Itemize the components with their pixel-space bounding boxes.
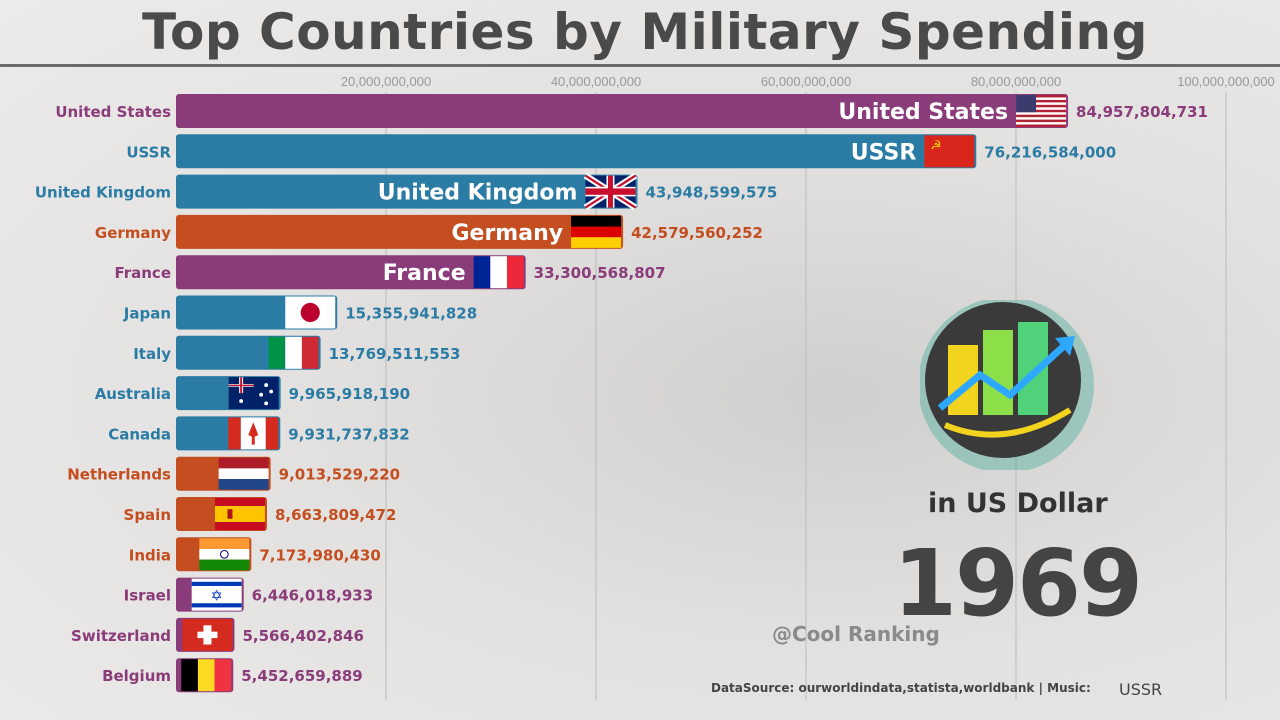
bar-inner-label: United Kingdom bbox=[378, 181, 578, 206]
x-tick-label: 40,000,000,000 bbox=[551, 74, 641, 89]
category-label: Belgium bbox=[102, 667, 171, 685]
category-label: Canada bbox=[108, 425, 171, 443]
bar-row: United Kingdom United Kingdom 43,948,599,5… bbox=[35, 174, 777, 209]
category-label: Switzerland bbox=[71, 627, 171, 645]
category-label: United Kingdom bbox=[35, 184, 171, 202]
value-label: 5,566,402,846 bbox=[242, 627, 363, 645]
svg-text:☭: ☭ bbox=[930, 139, 941, 154]
category-label: Spain bbox=[124, 506, 171, 524]
value-label: 43,948,599,575 bbox=[645, 184, 777, 202]
bar-row: France France 33,300,568,807 bbox=[114, 255, 666, 290]
flag-icon-es bbox=[214, 498, 265, 530]
value-label: 76,216,584,000 bbox=[984, 143, 1116, 161]
x-tick-label: 80,000,000,000 bbox=[971, 74, 1061, 89]
value-label: 9,965,918,190 bbox=[289, 385, 410, 403]
category-label: United States bbox=[55, 103, 171, 121]
flag-icon-uk bbox=[583, 172, 638, 211]
flag-icon-ch bbox=[182, 618, 233, 651]
music-credit: USSR bbox=[1119, 680, 1163, 699]
value-label: 84,957,804,731 bbox=[1076, 103, 1208, 121]
bar bbox=[176, 94, 1069, 128]
value-label: 8,663,809,472 bbox=[275, 506, 396, 524]
category-label: Israel bbox=[124, 587, 171, 605]
bar bbox=[176, 255, 526, 290]
bar-inner-label: USSR bbox=[851, 140, 917, 165]
value-label: 6,446,018,933 bbox=[252, 587, 373, 605]
flag-icon-fr bbox=[473, 256, 524, 289]
flag-icon-de bbox=[571, 215, 622, 248]
category-label: Italy bbox=[133, 345, 171, 363]
value-label: 5,452,659,889 bbox=[241, 667, 362, 685]
value-label: 13,769,511,553 bbox=[329, 345, 461, 363]
value-label: 33,300,568,807 bbox=[534, 264, 666, 282]
flag-icon-au bbox=[228, 377, 279, 410]
category-label: Australia bbox=[95, 385, 171, 403]
bar-row: United States United States 84,957,804,731 bbox=[55, 94, 1208, 128]
data-source: DataSource: ourworldindata,statista,worl… bbox=[711, 681, 1091, 695]
value-label: 9,013,529,220 bbox=[279, 466, 400, 484]
x-tick-label: 60,000,000,000 bbox=[761, 74, 851, 89]
page-title: Top Countries by Military Spending bbox=[142, 3, 1148, 61]
value-label: 42,579,560,252 bbox=[631, 224, 763, 242]
bar-row: India 7,173,980,430 bbox=[129, 537, 381, 572]
flag-icon-it bbox=[268, 336, 319, 369]
category-label: France bbox=[114, 264, 171, 282]
flag-icon-us bbox=[1016, 95, 1067, 127]
value-label: 9,931,737,832 bbox=[288, 425, 409, 443]
year-label: 1969 bbox=[893, 530, 1143, 637]
flag-icon-ussr: ☭ bbox=[924, 135, 975, 168]
unit-label: in US Dollar bbox=[928, 488, 1108, 519]
flag-icon-jp bbox=[285, 296, 336, 329]
flag-icon-nl bbox=[218, 457, 269, 490]
bar bbox=[176, 174, 638, 209]
watermark: @Cool Ranking bbox=[772, 622, 940, 646]
bar-row: Germany Germany 42,579,560,252 bbox=[95, 214, 763, 249]
category-label: USSR bbox=[126, 143, 171, 161]
category-label: Germany bbox=[95, 224, 171, 242]
flag-icon-in bbox=[199, 538, 250, 571]
category-label: Netherlands bbox=[67, 466, 171, 484]
bar-row: Belgium 5,452,659,889 bbox=[102, 658, 363, 693]
category-label: Japan bbox=[123, 305, 171, 323]
bar bbox=[176, 134, 977, 169]
bar-row: USSR USSR 76,216,584,000 bbox=[126, 134, 1116, 169]
category-label: India bbox=[129, 546, 171, 564]
flag-icon-ca bbox=[228, 417, 279, 450]
bar-inner-label: United States bbox=[838, 100, 1008, 125]
bar-inner-label: France bbox=[383, 261, 466, 286]
title-divider bbox=[0, 64, 1280, 67]
svg-text:✡: ✡ bbox=[211, 588, 223, 604]
bar bbox=[176, 214, 624, 249]
bar-inner-label: Germany bbox=[451, 221, 563, 246]
flag-icon-il: ✡ bbox=[191, 578, 242, 611]
flag-icon-be bbox=[181, 659, 232, 692]
bar-row: Israel 6,446,018,933 bbox=[124, 577, 373, 612]
x-tick-label: 100,000,000,000 bbox=[1177, 74, 1275, 89]
cool-ranking-logo bbox=[920, 300, 1094, 470]
value-label: 15,355,941,828 bbox=[345, 305, 477, 323]
x-tick-label: 20,000,000,000 bbox=[341, 74, 431, 89]
value-label: 7,173,980,430 bbox=[259, 546, 380, 564]
